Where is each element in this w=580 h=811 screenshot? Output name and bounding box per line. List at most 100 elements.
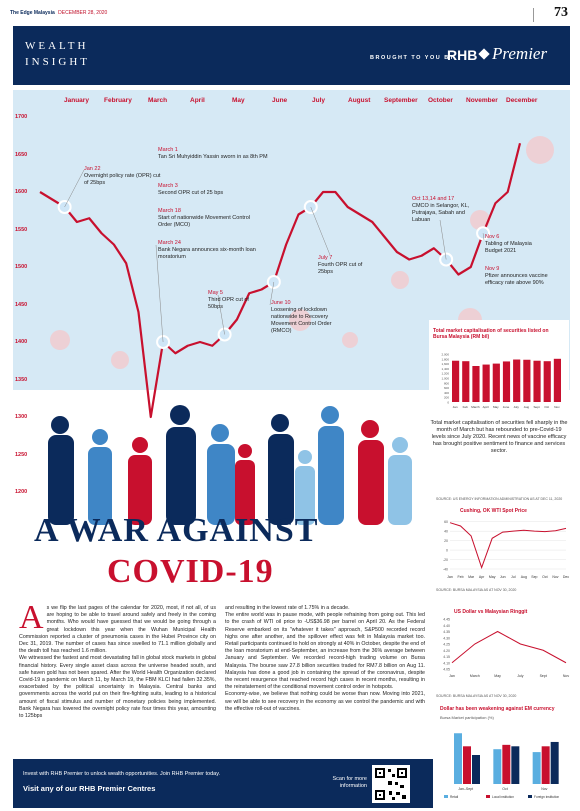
annotation-text: Third OPR cut of 50bps <box>208 297 249 310</box>
inset-bar <box>452 360 460 402</box>
oil-x-tick: Sep <box>531 575 537 579</box>
footer-line2: Visit any of our RHB Premier Centres <box>23 784 156 793</box>
fx-x-tick: May <box>494 674 501 678</box>
sponsor-label: BROUGHT TO YOU BY <box>370 55 455 61</box>
inset-bar <box>523 359 531 402</box>
annotation-leader <box>64 169 85 208</box>
fx-x-tick: Sept <box>540 674 547 678</box>
fx-y-tick: 4.15 <box>443 655 450 659</box>
annotation-date: March 18 <box>158 208 181 214</box>
oil-x-tick: Mar <box>468 575 475 579</box>
inset-y-tick: 1,600 <box>441 362 449 366</box>
article-column-2: and resulting in the lowest rate of 1.75… <box>225 605 425 713</box>
oil-y-tick: 20 <box>444 539 448 543</box>
month-label: August <box>348 97 371 104</box>
annotation-text: Second OPR cut of 25 bps <box>158 190 224 196</box>
oil-y-tick: -20 <box>443 558 448 562</box>
participation-chart-title: Dollar has been weakening against EM cur… <box>440 706 555 712</box>
participation-bar <box>550 741 559 784</box>
month-label: September <box>384 97 418 104</box>
annotation-text: Fourth OPR cut of 25bps <box>318 262 363 275</box>
annotation-text: Pfizer announces vaccine efficacy rate a… <box>485 273 548 286</box>
virus-icon <box>111 351 129 369</box>
annotation-mar24: March 24 Bank Negara announces six-month… <box>158 240 268 261</box>
legend-label: Foreign institution <box>534 795 559 799</box>
inset-bar <box>533 360 541 402</box>
y-tick-label: 1550 <box>15 226 28 233</box>
y-tick-label: 1300 <box>15 414 28 420</box>
headline-line2: COVID-19 <box>107 553 274 590</box>
fx-y-tick: 4.40 <box>443 624 450 628</box>
y-tick-label: 1500 <box>15 264 28 270</box>
month-label: May <box>232 97 245 104</box>
virus-icon <box>50 330 70 350</box>
legend-label: Retail <box>450 795 458 799</box>
annotation-leader <box>439 219 447 260</box>
virus-icon <box>526 136 554 164</box>
participation-bar <box>541 746 550 784</box>
annotation-nov9: Nov 9 Pfizer announces vaccine efficacy … <box>485 266 549 287</box>
oil-x-tick: Aug <box>521 575 527 579</box>
y-tick-label: 1700 <box>15 114 28 120</box>
inset-y-tick: 400 <box>444 391 449 395</box>
annotation-text: Tan Sri Muhyiddin Yassin sworn in as 8th… <box>158 154 268 160</box>
y-tick-label: 1650 <box>15 151 28 158</box>
annotation-date: June 10 <box>271 300 291 306</box>
month-label: March <box>148 97 168 104</box>
annotation-date: Jan 22 <box>84 166 101 172</box>
inset-y-tick: 1,200 <box>441 372 449 376</box>
participation-bar <box>532 752 541 784</box>
logo-diamond-icon <box>478 48 490 60</box>
annotation-text: CMCO in Selangor, KL, Putrajaya, Sabah a… <box>412 203 470 223</box>
fx-line <box>451 630 567 664</box>
inset-x-tick: Oct <box>544 405 549 409</box>
oil-chart-panel: Cushing, OK WTI Spot Price 60 40 20 0 -20 -40… <box>436 505 570 583</box>
y-tick-label: 1450 <box>15 301 28 308</box>
virus-icon <box>289 309 311 331</box>
month-label: December <box>506 97 538 104</box>
inset-x-tick: Jan <box>453 405 458 409</box>
footer-line1: Invest with RHB Premier to unlock wealth… <box>23 771 221 777</box>
annotation-jan22: Jan 22 Overnight policy rate (OPR) cut o… <box>84 166 164 187</box>
klci-line <box>39 142 522 419</box>
article-col1-text: s we flip the last pages of the calendar… <box>19 605 216 720</box>
fx-x-tick: March <box>470 674 480 678</box>
inset-x-tick: June <box>503 405 510 409</box>
fx-y-tick: 4.05 <box>443 668 450 672</box>
annotation-mar18: March 18 Start of nationwide Movement Co… <box>158 208 258 229</box>
inset-x-tick: Sept <box>533 405 539 409</box>
article-dropcap: A <box>19 599 44 636</box>
participation-bar <box>472 755 480 784</box>
fx-y-tick: 4.45 <box>443 618 450 622</box>
oil-y-tick: 60 <box>444 520 448 524</box>
oil-chart: 60 40 20 0 -20 -40 Jan Feb Mar Apr May Jun Jul Aug Sep… <box>443 520 569 579</box>
oil-x-tick: Dec <box>563 575 569 579</box>
qr-code-icon[interactable] <box>372 765 410 803</box>
inset-bar <box>472 366 480 402</box>
market-cap-title: Total market capitalisation of securitie… <box>433 328 549 340</box>
fx-y-tick: 4.35 <box>443 630 450 634</box>
annotation-jul7: July 7 Fourth OPR cut of 25bps <box>318 255 370 276</box>
annotation-date: Nov 9 <box>485 266 500 272</box>
oil-x-tick: Oct <box>542 575 547 579</box>
participation-subtitle: Bursa Market participation (%) <box>440 715 494 720</box>
page-number: 73 <box>554 5 568 20</box>
fx-source: SOURCE: BURSA MALAYSIA AS AT NOV 30, 202… <box>436 588 517 592</box>
month-label: February <box>104 97 132 104</box>
footer-banner: Invest with RHB Premier to unlock wealth… <box>13 759 433 808</box>
fx-x-tick: Nov <box>563 674 569 678</box>
inset-bar <box>543 361 551 402</box>
participation-bar <box>502 744 511 784</box>
fx-x-tick: Jan <box>449 674 455 678</box>
participation-bar <box>454 733 462 784</box>
annotation-text: Tabling of Malaysia Budget 2021 <box>485 241 532 254</box>
oil-x-tick: Jul <box>511 575 516 579</box>
annotation-nov6: Nov 6 Tabling of Malaysia Budget 2021 <box>485 234 549 255</box>
participation-bar <box>463 746 471 784</box>
participation-bar <box>493 749 502 784</box>
oil-x-tick: Jan <box>447 575 453 579</box>
inset-x-tick: Aug <box>524 405 530 409</box>
y-tick-label: 1400 <box>15 339 28 345</box>
oil-x-tick: May <box>489 575 496 579</box>
participation-bar <box>511 746 520 784</box>
